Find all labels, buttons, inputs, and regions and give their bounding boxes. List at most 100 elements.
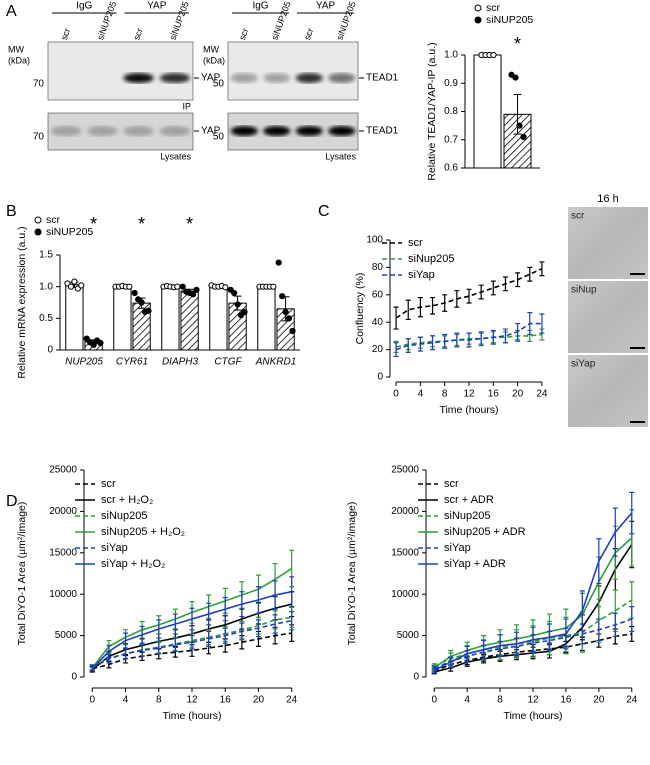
panel-label: C — [318, 203, 330, 220]
band — [87, 126, 118, 136]
significance: * — [90, 214, 97, 234]
legend-label: siYap + ADR — [444, 558, 506, 570]
error-bar — [527, 266, 533, 282]
lane-label: siNUP205 — [269, 0, 292, 41]
micrograph — [568, 281, 648, 353]
x-tick-label: 20 — [593, 695, 605, 706]
lane-label: scr — [131, 27, 145, 42]
data-point — [222, 284, 229, 291]
y-tick-label: 5000 — [397, 630, 420, 641]
error-bar — [490, 280, 496, 296]
mw-label: MW — [8, 44, 24, 54]
band — [263, 73, 291, 83]
data-point — [67, 283, 75, 290]
series-line — [433, 512, 633, 672]
legend-label: siNup205 + H₂O₂ — [101, 526, 185, 538]
significance: * — [138, 214, 145, 234]
x-tick-label: 12 — [186, 695, 198, 706]
x-tick-label: CTGF — [214, 357, 242, 368]
blot-tag: IP — [182, 101, 191, 111]
lane-label: siNUP205 — [95, 0, 118, 41]
x-tick-label: 20 — [512, 389, 524, 400]
x-tick-label: 0 — [393, 389, 399, 400]
bar — [180, 290, 199, 351]
image-label: scr — [571, 211, 585, 222]
x-tick-label: 8 — [156, 695, 162, 706]
y-axis-label: Relative TEAD1/YAP-IP (a.u.) — [426, 42, 438, 180]
group-label: IgG — [252, 1, 268, 12]
data-point — [71, 278, 78, 285]
blot-image — [227, 41, 359, 101]
legend-label: scr — [46, 214, 61, 226]
bar — [161, 286, 180, 351]
legend-marker — [474, 16, 482, 24]
data-point — [270, 283, 277, 290]
data-point — [97, 339, 104, 347]
legend-marker — [34, 228, 42, 236]
image-label: siNup — [571, 285, 597, 296]
error-bar — [454, 332, 460, 348]
y-tick-label: 25000 — [391, 465, 419, 476]
error-bar — [430, 296, 436, 315]
data-point — [138, 299, 145, 306]
data-point — [275, 259, 282, 266]
data-point — [516, 122, 523, 129]
error-bar — [478, 331, 484, 347]
data-point — [241, 308, 248, 316]
legend-label: siYap — [444, 542, 471, 554]
data-point — [78, 282, 85, 289]
error-bar — [189, 635, 195, 650]
x-tick-label: 16 — [220, 695, 232, 706]
data-point — [193, 286, 200, 293]
legend-label: scr — [444, 478, 459, 490]
x-tick-label: 0 — [431, 695, 437, 706]
data-point — [508, 71, 515, 78]
legend-label: siNup205 — [408, 253, 454, 265]
legend-label: siNup205 — [444, 510, 490, 522]
x-tick-label: 24 — [536, 389, 548, 400]
data-point — [279, 293, 286, 300]
x-tick-label: NUP205 — [65, 357, 103, 368]
legend-label: siNUP205 — [486, 14, 533, 26]
bar — [113, 286, 132, 351]
x-tick-label: 12 — [463, 389, 475, 400]
y-tick-label: 100 — [366, 235, 383, 246]
lane-label: siNUP205 — [334, 0, 357, 41]
mw-label: MW — [203, 44, 219, 54]
data-point — [174, 283, 181, 290]
y-tick-label: 1.5 — [39, 250, 53, 261]
x-tick-label: ANKRD1 — [255, 357, 297, 368]
x-axis-label: Time (hours) — [503, 710, 562, 722]
legend-label: siYap — [408, 269, 435, 281]
blot-tag: Lysates — [160, 151, 191, 161]
legend-label: scr + H₂O₂ — [101, 494, 153, 506]
series-line — [395, 322, 542, 351]
legend-label: siYap — [101, 542, 128, 554]
x-tick-label: 4 — [418, 389, 424, 400]
image-label: siYap — [571, 359, 596, 370]
micrograph — [568, 207, 648, 279]
lane-label: siNUP205 — [168, 0, 191, 41]
significance: * — [186, 214, 193, 234]
y-tick-label: 25000 — [49, 465, 77, 476]
group-label: YAP — [147, 1, 167, 12]
data-point — [289, 327, 296, 335]
mw-marker: 50 — [213, 132, 225, 143]
band — [159, 126, 191, 136]
y-axis-label: Relative mRNA expression (a.u.) — [16, 226, 28, 378]
panel-label: D — [6, 493, 18, 510]
y-axis-label: Total DiYO-1 Area (µm²/image) — [346, 502, 358, 646]
band — [295, 73, 323, 83]
significance: * — [514, 34, 521, 54]
error-bar — [405, 299, 411, 321]
y-tick-label: 0.7 — [444, 134, 458, 145]
x-tick-label: 16 — [560, 695, 572, 706]
y-tick-label: 15000 — [391, 547, 419, 558]
legend-label: scr — [408, 237, 423, 249]
band — [230, 73, 258, 83]
data-point — [126, 283, 133, 290]
band-label: TEAD1 — [366, 73, 399, 84]
x-tick-label: 24 — [286, 695, 298, 706]
series-line — [91, 590, 292, 670]
mw-label: (kDa) — [8, 55, 30, 65]
